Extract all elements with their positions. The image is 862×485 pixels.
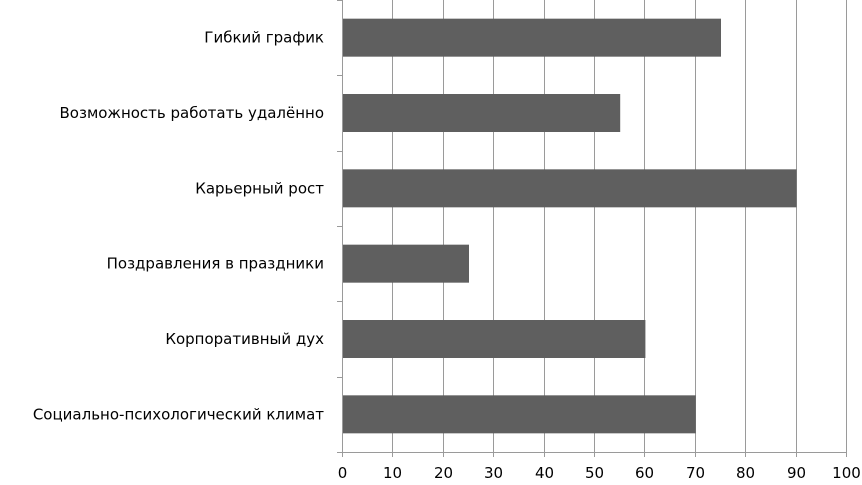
bar-5 [343, 320, 646, 358]
x-tick-label: 70 [686, 464, 705, 482]
x-tick-label: 30 [484, 464, 503, 482]
bar-4 [343, 244, 469, 283]
labels-layer: 0 10 20 30 40 50 60 70 80 90 100 Гибкий график Возмо… [33, 29, 861, 482]
bar-6 [343, 395, 696, 434]
category-label: Карьерный рост [195, 179, 324, 197]
category-label: Поздравления в праздники [107, 255, 324, 273]
category-label: Возможность работать удалённо [60, 104, 325, 122]
x-tick-label: 0 [338, 464, 348, 482]
category-label: Социально-психологический климат [33, 405, 324, 423]
x-tick-label: 90 [787, 464, 806, 482]
axis-layer [337, 0, 847, 457]
bar-2 [343, 94, 621, 132]
x-tick-label: 60 [635, 464, 654, 482]
category-label: Корпоративный дух [165, 330, 324, 348]
x-tick-label: 20 [434, 464, 453, 482]
x-tick-label: 80 [736, 464, 755, 482]
bar-1 [343, 18, 721, 57]
bars-layer [343, 18, 797, 434]
x-tick-label: 50 [585, 464, 604, 482]
x-tick-label: 10 [383, 464, 402, 482]
x-tick-label: 40 [535, 464, 554, 482]
category-label: Гибкий график [204, 29, 324, 47]
x-tick-label: 100 [832, 464, 861, 482]
bar-3 [343, 169, 797, 208]
grid-layer [392, 0, 847, 452]
